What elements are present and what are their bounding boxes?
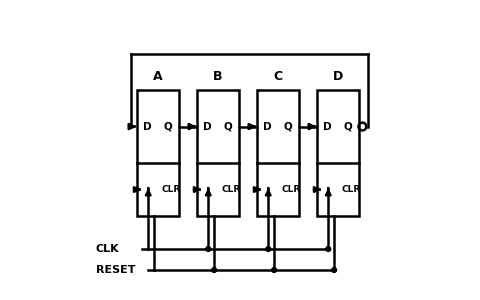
Text: CLK: CLK xyxy=(96,244,120,254)
Text: CLR: CLR xyxy=(342,185,361,194)
Text: D: D xyxy=(203,122,211,131)
Text: D: D xyxy=(332,70,343,83)
Bar xyxy=(136,90,179,216)
Circle shape xyxy=(212,268,216,272)
Text: CLR: CLR xyxy=(162,185,181,194)
Bar xyxy=(256,90,299,216)
Text: A: A xyxy=(153,70,162,83)
Text: CLR: CLR xyxy=(282,185,301,194)
Circle shape xyxy=(326,247,331,251)
Bar xyxy=(196,90,239,216)
Text: Q: Q xyxy=(344,122,352,131)
Text: CLR: CLR xyxy=(222,185,241,194)
Circle shape xyxy=(332,268,336,272)
Bar xyxy=(316,90,359,216)
Circle shape xyxy=(206,247,211,251)
Text: Q: Q xyxy=(284,122,292,131)
Text: C: C xyxy=(273,70,282,83)
Text: RESET: RESET xyxy=(96,265,135,275)
Circle shape xyxy=(266,247,271,251)
Text: B: B xyxy=(213,70,222,83)
Text: Q: Q xyxy=(164,122,172,131)
Circle shape xyxy=(272,268,276,272)
Text: D: D xyxy=(143,122,151,131)
Text: Q: Q xyxy=(224,122,232,131)
Text: D: D xyxy=(263,122,271,131)
Text: D: D xyxy=(323,122,331,131)
